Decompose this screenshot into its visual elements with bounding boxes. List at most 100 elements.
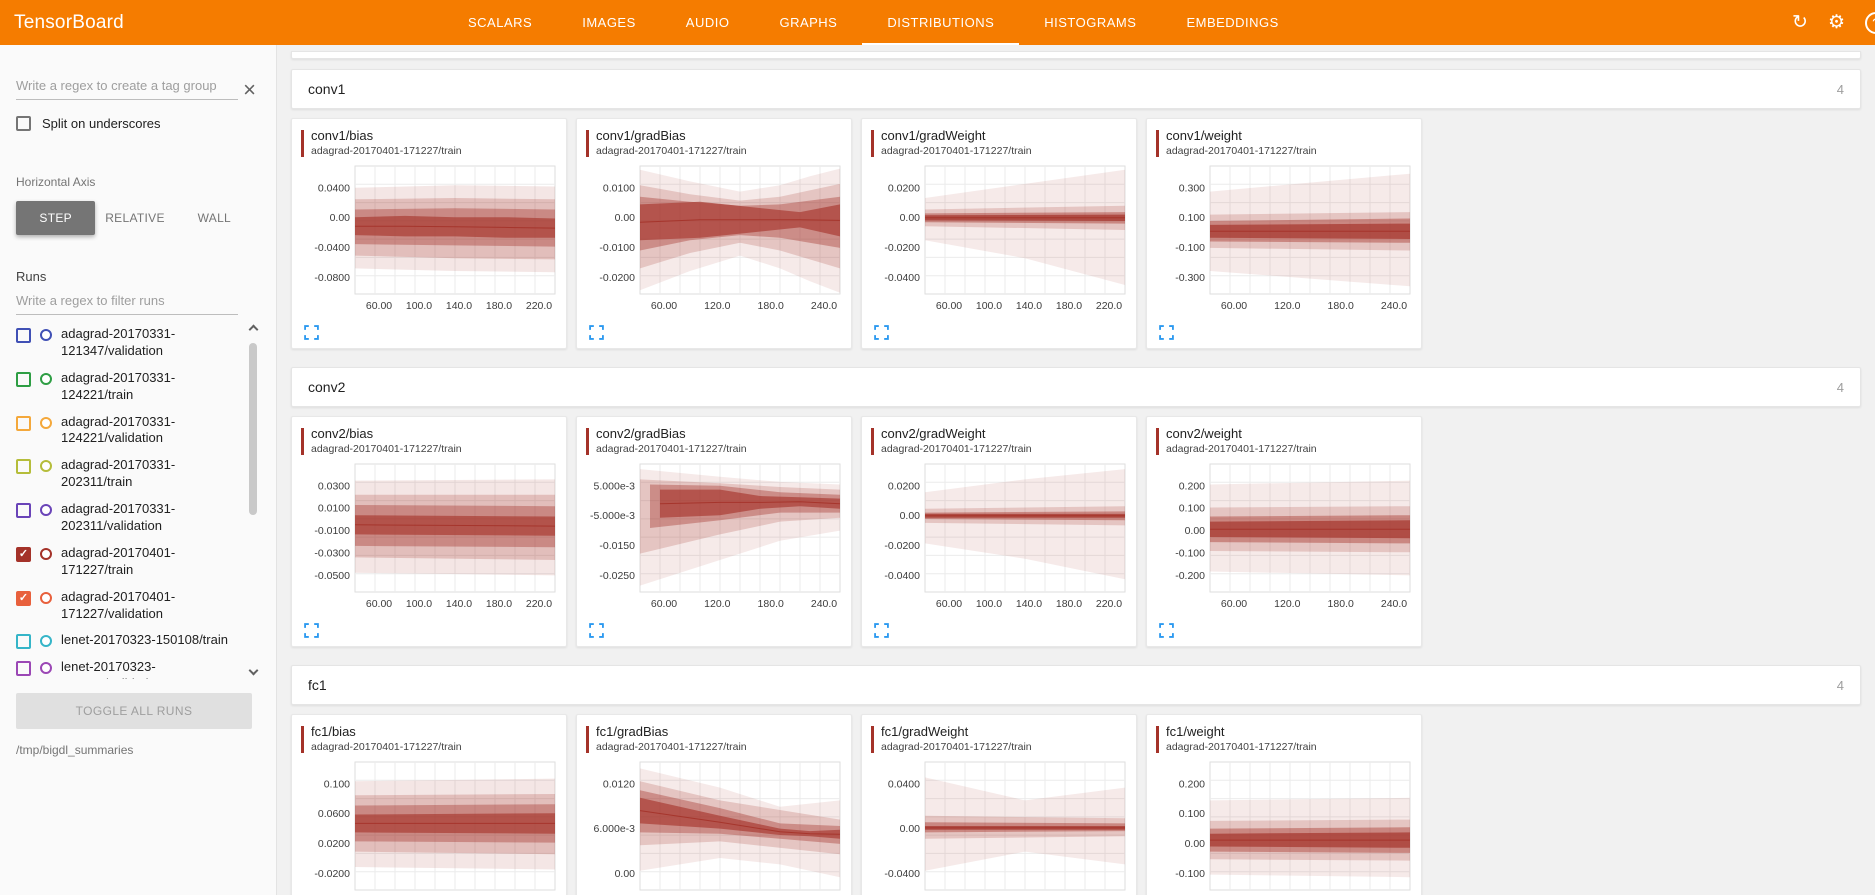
chart-title: conv2/gradBias bbox=[596, 426, 686, 441]
distribution-chart[interactable]: 0.0100 0.00 -0.0100 -0.0200 60.00 120.0 180.0 2… bbox=[586, 160, 848, 316]
run-radio[interactable] bbox=[40, 662, 52, 675]
distribution-chart[interactable]: 0.200 0.100 0.00 -0.100 -0.200 60.00 120.0 180.… bbox=[1156, 458, 1418, 614]
run-radio[interactable] bbox=[40, 460, 52, 473]
run-radio[interactable] bbox=[40, 504, 52, 517]
tab-scalars[interactable]: SCALARS bbox=[468, 15, 533, 30]
chart-card-header: conv1/bias adagrad-20170401-171227/train bbox=[301, 128, 560, 157]
expand-icon[interactable] bbox=[1159, 325, 1175, 341]
toggle-all-runs-button[interactable]: TOGGLE ALL RUNS bbox=[16, 693, 252, 729]
chart-card: fc1/gradBias adagrad-20170401-171227/trai… bbox=[576, 714, 852, 895]
distribution-chart[interactable]: 0.04000.00-0.040060.00100.0140.0180.0220… bbox=[871, 756, 1133, 895]
run-checkbox[interactable] bbox=[16, 328, 31, 343]
help-icon[interactable]: ? bbox=[1865, 11, 1875, 34]
settings-gear-icon[interactable]: ⚙ bbox=[1827, 12, 1845, 33]
run-name: adagrad-20170331-202311/validation bbox=[61, 501, 176, 534]
run-radio[interactable] bbox=[40, 591, 52, 604]
scrollbar-thumb[interactable] bbox=[249, 343, 257, 515]
chart-cards-row: conv1/bias adagrad-20170401-171227/train 0… bbox=[291, 118, 1861, 349]
distribution-chart[interactable]: 0.0400 0.00 -0.0400 -0.0800 60.00 100.0 140.0 1… bbox=[301, 160, 563, 316]
tab-distributions[interactable]: DISTRIBUTIONS bbox=[862, 0, 1020, 45]
run-radio[interactable] bbox=[40, 329, 52, 341]
distribution-chart[interactable]: 0.0300 0.0100 -0.0100 -0.0300 -0.0500 60.00 10… bbox=[301, 458, 563, 614]
run-item[interactable]: ✓ adagrad-20170401-171227/validation bbox=[16, 584, 242, 628]
runs-filter-input[interactable] bbox=[16, 286, 238, 315]
expand-icon[interactable] bbox=[874, 623, 890, 639]
split-underscores-checkbox[interactable] bbox=[16, 116, 31, 131]
svg-text:-0.0400: -0.0400 bbox=[884, 868, 920, 880]
chart-title: fc1/bias bbox=[311, 724, 356, 739]
run-checkbox[interactable] bbox=[16, 634, 31, 650]
tag-group-regex-input[interactable] bbox=[16, 71, 238, 100]
run-checkbox[interactable]: ✓ bbox=[16, 590, 31, 606]
svg-text:240.0: 240.0 bbox=[811, 598, 837, 610]
run-checkbox[interactable]: ✓ bbox=[16, 546, 31, 562]
tab-audio[interactable]: AUDIO bbox=[685, 15, 730, 30]
split-underscores-option[interactable]: Split on underscores bbox=[16, 116, 260, 131]
distribution-chart[interactable]: 0.300 0.100 -0.100 -0.300 60.00 120.0 180.0 240… bbox=[1156, 160, 1418, 316]
svg-text:0.0200: 0.0200 bbox=[888, 182, 920, 194]
close-icon[interactable]: × bbox=[243, 77, 256, 102]
chart-run-label: adagrad-20170401-171227/train bbox=[881, 741, 1032, 753]
run-item[interactable]: adagrad-20170331-202311/train bbox=[16, 452, 242, 496]
expand-icon[interactable] bbox=[589, 623, 605, 639]
expand-icon[interactable] bbox=[304, 623, 320, 639]
run-checkbox[interactable] bbox=[16, 459, 31, 475]
run-checkbox[interactable] bbox=[16, 415, 31, 431]
run-item[interactable]: ✓ adagrad-20170401-171227/train bbox=[16, 540, 242, 584]
chart-title: conv1/gradBias bbox=[596, 128, 686, 143]
tab-graphs[interactable]: GRAPHS bbox=[779, 15, 838, 30]
distribution-chart[interactable]: 0.0200 0.00 -0.0200 -0.0400 60.00 100.0 140.0 1… bbox=[871, 160, 1133, 316]
axis-button-wall[interactable]: WALL bbox=[197, 211, 232, 225]
distribution-chart[interactable]: 5.000e-3 -5.000e-3 -0.0150 -0.0250 60.00 120.… bbox=[586, 458, 848, 614]
expand-icon[interactable] bbox=[304, 325, 320, 341]
expand-icon[interactable] bbox=[589, 325, 605, 341]
run-item[interactable]: adagrad-20170331-121347/validation bbox=[16, 321, 242, 365]
chart-run-label: adagrad-20170401-171227/train bbox=[881, 145, 1032, 157]
tab-images[interactable]: IMAGES bbox=[582, 15, 636, 30]
tab-histograms[interactable]: HISTOGRAMS bbox=[1044, 15, 1137, 30]
svg-text:220.0: 220.0 bbox=[1096, 300, 1122, 312]
svg-text:5.000e-3: 5.000e-3 bbox=[594, 480, 636, 492]
section-header[interactable]: fc1 4 bbox=[291, 665, 1861, 705]
run-radio[interactable] bbox=[40, 372, 52, 385]
svg-text:120.0: 120.0 bbox=[1274, 300, 1300, 312]
axis-button-step[interactable]: STEP bbox=[16, 201, 96, 235]
distribution-chart[interactable]: 0.1000.06000.0200-0.020060.00100.0140.01… bbox=[301, 756, 563, 895]
run-item[interactable]: adagrad-20170331-124221/train bbox=[16, 365, 242, 409]
run-color-bar bbox=[1156, 726, 1159, 753]
section-header[interactable]: conv2 4 bbox=[291, 367, 1861, 407]
refresh-icon[interactable]: ↻ bbox=[1792, 12, 1808, 33]
run-radio[interactable] bbox=[40, 547, 52, 560]
distribution-chart[interactable]: 0.0200 0.00 -0.0200 -0.0400 60.00 100.0 140.0 1… bbox=[871, 458, 1133, 614]
expand-icon[interactable] bbox=[874, 325, 890, 341]
svg-text:220.0: 220.0 bbox=[526, 300, 552, 312]
run-item[interactable]: lenet-20170323-150108/train bbox=[16, 627, 242, 654]
run-item[interactable]: adagrad-20170331-202311/validation bbox=[16, 496, 242, 540]
chart-title: fc1/gradBias bbox=[596, 724, 669, 739]
tab-embeddings[interactable]: EMBEDDINGS bbox=[1186, 15, 1279, 30]
axis-button-relative[interactable]: RELATIVE bbox=[105, 211, 165, 225]
chart-card: conv1/gradWeight adagrad-20170401-171227/… bbox=[861, 118, 1137, 349]
run-radio[interactable] bbox=[40, 416, 52, 429]
run-checkbox[interactable] bbox=[16, 661, 31, 677]
run-radio[interactable] bbox=[40, 635, 52, 648]
expand-icon[interactable] bbox=[1159, 623, 1175, 639]
scrollbar-track[interactable] bbox=[248, 333, 258, 667]
svg-text:-0.0200: -0.0200 bbox=[884, 242, 920, 254]
chart-card: conv2/gradWeight adagrad-20170401-171227/… bbox=[861, 416, 1137, 647]
scroll-down-icon[interactable] bbox=[248, 665, 258, 676]
runs-scrollbar[interactable] bbox=[246, 323, 260, 677]
horizontal-axis-label: Horizontal Axis bbox=[16, 175, 96, 189]
svg-text:60.00: 60.00 bbox=[1221, 300, 1247, 312]
section-header[interactable]: conv1 4 bbox=[291, 69, 1861, 109]
run-checkbox[interactable] bbox=[16, 503, 31, 519]
svg-text:180.0: 180.0 bbox=[758, 300, 784, 312]
run-checkbox[interactable] bbox=[16, 371, 31, 387]
svg-text:6.000e-3: 6.000e-3 bbox=[594, 823, 636, 835]
run-item[interactable]: adagrad-20170331-124221/validation bbox=[16, 409, 242, 453]
run-item[interactable]: lenet-20170323-150108/validation bbox=[16, 654, 242, 679]
svg-text:-0.0400: -0.0400 bbox=[314, 242, 350, 254]
run-color-bar bbox=[586, 428, 589, 455]
